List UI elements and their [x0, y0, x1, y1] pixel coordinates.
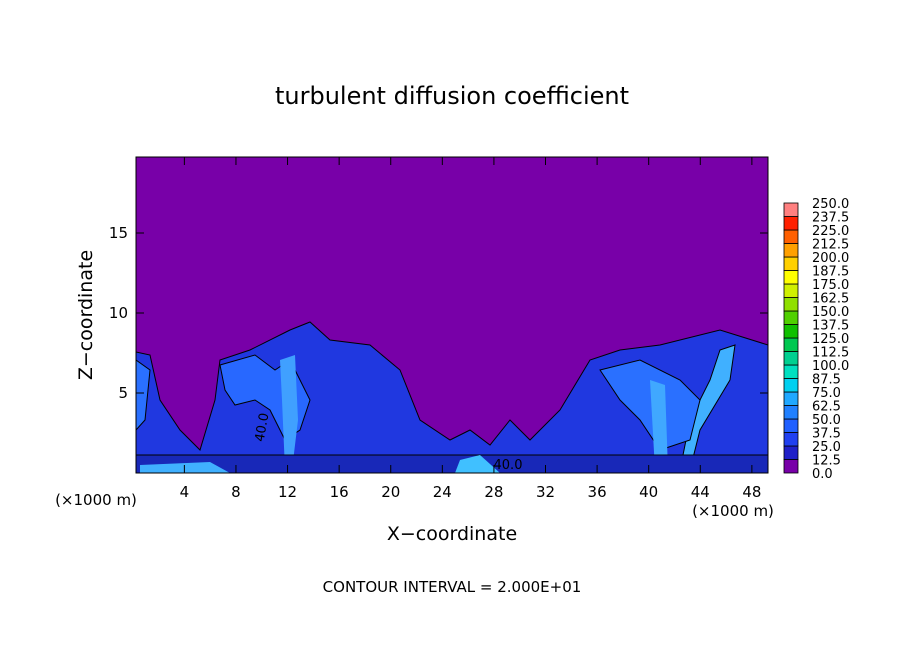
colorbar-label: 137.5	[812, 319, 849, 334]
x-tick-label: 36	[588, 483, 607, 501]
contour-interval: CONTOUR INTERVAL = 2.000E+01	[323, 578, 582, 596]
colorbar-label: 162.5	[812, 292, 849, 307]
colorbar-box	[783, 391, 799, 406]
x-tick-label: 28	[484, 483, 503, 501]
colorbar-box	[783, 202, 799, 217]
colorbar-label: 125.0	[812, 332, 849, 347]
colorbar-box	[783, 432, 799, 447]
colorbar-label: 225.0	[812, 224, 849, 239]
y-axis-label: Z−coordinate	[75, 250, 97, 380]
colorbar-box	[783, 310, 799, 325]
y-tick-label: 15	[109, 224, 128, 242]
y-tick-label: 5	[118, 384, 128, 402]
colorbar-box	[783, 243, 799, 258]
colorbar-label: 212.5	[812, 238, 849, 253]
colorbar-label: 0.0	[812, 467, 833, 482]
colorbar-label: 87.5	[812, 373, 841, 388]
x-tick-label: 48	[742, 483, 761, 501]
x-tick-label: 4	[180, 483, 190, 501]
colorbar-label: 175.0	[812, 278, 849, 293]
colorbar-label: 200.0	[812, 251, 849, 266]
x-axis-label: X−coordinate	[387, 523, 517, 545]
colorbar-box	[783, 364, 799, 379]
chart-title: turbulent diffusion coefficient	[275, 82, 629, 110]
colorbar-box	[783, 445, 799, 460]
colorbar-box	[783, 405, 799, 420]
x-tick-label: 8	[231, 483, 241, 501]
colorbar-box	[783, 351, 799, 366]
contour-label: 40.0	[494, 458, 523, 473]
colorbar-label: 112.5	[812, 346, 849, 361]
colorbar-box	[783, 324, 799, 339]
x-tick-label: 44	[691, 483, 710, 501]
y-unit: (×1000 m)	[55, 491, 137, 509]
colorbar-label: 237.5	[812, 211, 849, 226]
field	[136, 321, 768, 473]
colorbar-label: 150.0	[812, 305, 849, 320]
x-tick-label: 12	[278, 483, 297, 501]
colorbar-box	[783, 229, 799, 244]
colorbar-box	[783, 283, 799, 298]
colorbar-box	[783, 216, 799, 231]
colorbar-box	[783, 418, 799, 433]
x-tick-label: 16	[330, 483, 349, 501]
x-tick-label: 20	[381, 483, 400, 501]
x-tick-label: 24	[433, 483, 452, 501]
colorbar-label: 25.0	[812, 440, 841, 455]
colorbar-box	[783, 256, 799, 271]
colorbar-box	[783, 297, 799, 312]
x-tick-label: 32	[536, 483, 555, 501]
colorbar-box	[783, 270, 799, 285]
colorbar-label: 50.0	[812, 413, 841, 428]
plot-frame	[135, 156, 769, 474]
colorbar-label: 187.5	[812, 265, 849, 280]
colorbar-label: 12.5	[812, 454, 841, 469]
y-tick-label: 10	[109, 304, 128, 322]
x-unit: (×1000 m)	[692, 502, 774, 520]
colorbar-label: 75.0	[812, 386, 841, 401]
contour-label: 40.0	[253, 412, 273, 443]
colorbar-label: 37.5	[812, 427, 841, 442]
colorbar-label: 62.5	[812, 400, 841, 415]
x-tick-label: 40	[639, 483, 658, 501]
colorbar-box	[783, 378, 799, 393]
colorbar-box	[783, 337, 799, 352]
colorbar-box	[783, 459, 799, 474]
colorbar-label: 250.0	[812, 197, 849, 212]
colorbar-label: 100.0	[812, 359, 849, 374]
